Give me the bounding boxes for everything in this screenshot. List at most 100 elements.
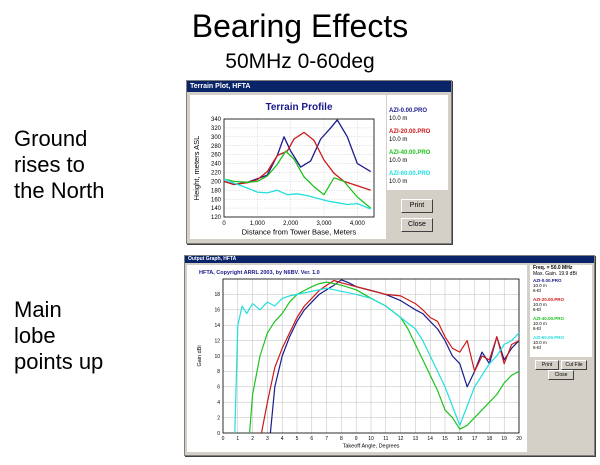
legend-name: AZI-40.00.PRO	[389, 150, 431, 156]
x-tick-label: 2	[251, 436, 254, 442]
x-tick-label: 9	[355, 436, 358, 442]
y-tick-label: 160	[211, 197, 222, 203]
max-gain-label: Max. Gain. 19.9 dBi	[533, 271, 577, 277]
x-tick-label: 6	[310, 436, 313, 442]
y-tick-label: 260	[211, 153, 222, 159]
x-tick-label: 4	[281, 436, 284, 442]
output-legend-panel: Freq. = 50.0 MHz Max. Gain. 19.9 dBi AZI…	[530, 265, 592, 357]
output-legend-azi-60: AZI-60.00.PRO 10.0 m 6-El	[533, 335, 564, 350]
y-tick-label: 12	[214, 338, 220, 344]
x-tick-label: 7	[325, 436, 328, 442]
x-axis-label: Distance from Tower Base, Meters	[242, 228, 357, 237]
output-window-titlebar[interactable]: Output Graph, HFTA	[185, 256, 594, 263]
y-tick-label: 2	[217, 415, 220, 421]
y-tick-label: 120	[211, 215, 222, 221]
y-tick-label: 180	[211, 188, 222, 194]
y-tick-label: 16	[214, 308, 220, 314]
x-tick-label: 10	[368, 436, 374, 442]
output-print-button[interactable]: Print	[535, 360, 559, 370]
side-caption-line: the North	[14, 178, 105, 203]
output-cut-file-button[interactable]: Cut File	[561, 360, 587, 370]
freq-label: Freq. = 50.0 MHz	[533, 265, 573, 271]
legend-name: AZI-0.00.PRO	[533, 278, 562, 283]
y-tick-label: 340	[211, 117, 222, 123]
legend-name: AZI-20.00.PRO	[533, 297, 565, 302]
terrain-window-titlebar[interactable]: Terrain Plot, HFTA	[187, 81, 451, 92]
side-caption-line: lobe	[14, 323, 56, 348]
legend-height: 10.0 m	[533, 340, 547, 345]
x-tick-label: 0	[222, 436, 225, 442]
x-tick-label: 2,000	[283, 221, 299, 227]
terrain-profile-chart: 0 1,000 2,000 3,000 4,000 120 140 160 180 200 220 2…	[192, 102, 375, 237]
y-tick-label: 4	[217, 400, 220, 406]
legend-extra: 6-El	[533, 307, 542, 312]
x-tick-label: 20	[516, 436, 522, 442]
legend-item-azi-0: AZI-0.00.PRO 10.0 m	[389, 107, 427, 123]
legend-extra: 6-El	[533, 345, 542, 350]
x-tick-label: 4,000	[350, 221, 366, 227]
y-tick-label: 320	[211, 126, 222, 132]
x-tick-label: 14	[427, 436, 433, 442]
side-caption-line: Main	[14, 297, 62, 322]
output-legend-azi-20: AZI-20.00.PRO 10.0 m 6-El	[533, 297, 564, 312]
legend-height: 10.0 m	[389, 137, 408, 143]
legend-height: 10.0 m	[533, 302, 547, 307]
legend-extra: 6-El	[533, 288, 542, 293]
x-tick-label: 8	[340, 436, 343, 442]
x-tick-label: 15	[442, 436, 448, 442]
legend-height: 10.0 m	[533, 283, 547, 288]
output-legend-azi-0: AZI-0.00.PRO 10.0 m 6-El	[533, 278, 562, 293]
slide-title: Bearing Effects	[191, 8, 409, 44]
x-tick-label: 12	[398, 436, 404, 442]
y-axis-label: Height, meters ASL	[192, 136, 201, 201]
output-plot-panel: 0 1 2 3 4 5 6 7 8 9 10 11 12 13 14 15 16 17 18 19 20 0 2 4 6 8 10 1…	[187, 265, 527, 452]
y-tick-label: 140	[211, 206, 222, 212]
chart-title: Terrain Profile	[265, 102, 332, 113]
x-tick-label: 18	[487, 436, 493, 442]
legend-extra: 6-El	[533, 326, 542, 331]
legend-name: AZI-40.00.PRO	[533, 316, 565, 321]
legend-item-azi-60: AZI-60.00.PRO 10.0 m	[389, 170, 430, 186]
series-line-4	[234, 287, 520, 434]
x-tick-label: 19	[501, 436, 507, 442]
x-tick-label: 13	[413, 436, 419, 442]
terrain-close-button[interactable]: Close	[401, 218, 433, 232]
legend-height: 10.0 m	[389, 116, 408, 122]
series-line-2	[260, 279, 520, 434]
output-gain-chart: 0 1 2 3 4 5 6 7 8 9 10 11 12 13 14 15 16 17 18 19 2002468101…	[197, 270, 522, 450]
y-tick-label: 300	[211, 135, 222, 141]
legend-item-azi-40: AZI-40.00.PRO 10.0 m	[389, 149, 430, 165]
output-graph-window: Output Graph, HFTA 0 1 2 3 4 5 6 7 8 9 10 11 12 13 14 1…	[184, 255, 595, 456]
legend-name: AZI-60.00.PRO	[389, 171, 431, 177]
output-close-button[interactable]: Close	[548, 370, 574, 380]
output-header-text: HFTA, Copyright ARRL 2003, by N6BV. Ver.…	[199, 270, 320, 276]
legend-name: AZI-60.00.PRO	[533, 335, 565, 340]
y-tick-label: 200	[211, 179, 222, 185]
terrain-print-button[interactable]: Print	[401, 199, 433, 213]
legend-name: AZI-0.00.PRO	[389, 108, 428, 114]
slide-subtitle: 50MHz 0-60deg	[225, 50, 375, 73]
side-caption-line: Ground	[14, 126, 88, 151]
legend-height: 10.0 m	[389, 158, 408, 164]
terrain-legend-panel: AZI-0.00.PRO 10.0 m AZI-20.00.PRO 10.0 m…	[387, 95, 448, 190]
side-caption-ground: Ground rises to the North	[14, 126, 105, 204]
x-tick-label: 16	[457, 436, 463, 442]
legend-height: 10.0 m	[533, 321, 547, 326]
plot-frame	[223, 118, 375, 218]
x-tick-label: 0	[222, 221, 226, 227]
y-tick-label: 0	[217, 431, 220, 437]
y-tick-label: 8	[217, 369, 220, 375]
x-tick-label: 11	[383, 436, 388, 442]
side-caption-lobe: Main lobe points up	[14, 297, 103, 375]
series-line-1	[269, 279, 520, 434]
terrain-plot-window: Terrain Plot, HFTA 0 1,000 2,000 3,000 4,000…	[186, 80, 452, 244]
y-tick-label: 240	[211, 162, 222, 168]
series-line-1	[223, 119, 372, 186]
series-line-4	[223, 178, 371, 210]
x-tick-label: 1	[236, 436, 239, 442]
legend-name: AZI-20.00.PRO	[389, 129, 431, 135]
terrain-plot-panel: 0 1,000 2,000 3,000 4,000 120 140 160 180 200 220 2…	[190, 95, 386, 239]
y-tick-label: 220	[211, 171, 222, 177]
x-tick-label: 3	[266, 436, 269, 442]
x-tick-label: 17	[472, 436, 478, 442]
